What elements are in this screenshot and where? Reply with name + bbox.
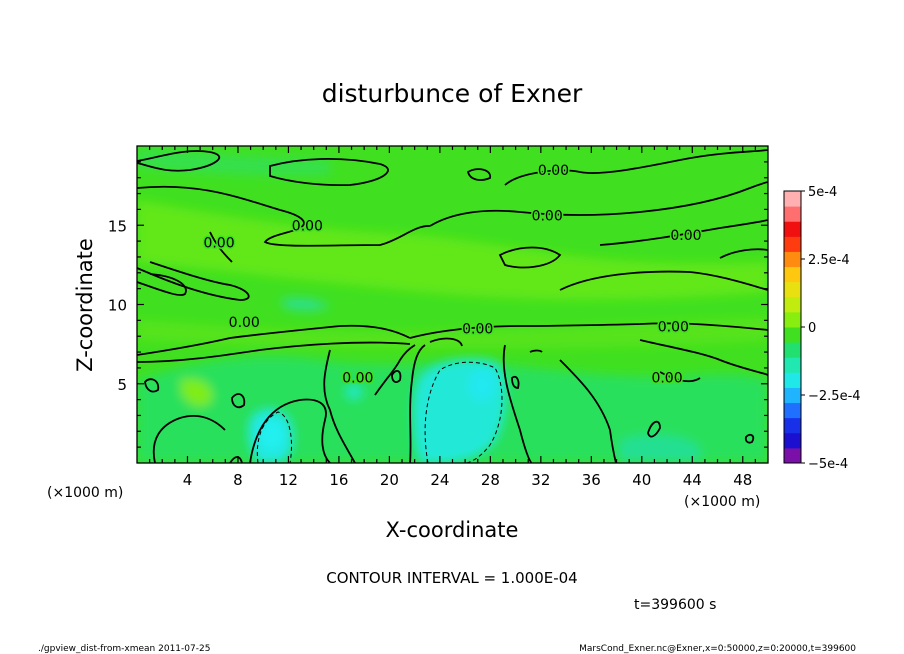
contour-label: 0.00	[670, 228, 701, 244]
y-tick-label: 15	[108, 217, 127, 235]
colorbar-label: 0	[808, 321, 816, 336]
x-tick-label: 4	[183, 471, 193, 489]
footer-left: ./gpview_dist-from-xmean 2011-07-25	[38, 644, 210, 654]
contour-labels: 0.00 0.00 0.00 0.00 0.00 0.00 0.00 0.00 0.00 0.00	[202, 161, 703, 388]
x-axis-label: X-coordinate	[386, 518, 519, 542]
cyan-minima	[248, 359, 507, 463]
contour-label: 0.00	[229, 315, 260, 331]
y-tick-label: 5	[117, 376, 127, 394]
x-tick-label: 48	[733, 471, 752, 489]
x-tick-label: 12	[279, 471, 298, 489]
colorbar-swatch	[784, 191, 801, 207]
y-axis-label: Z-coordinate	[73, 238, 97, 372]
contour-label: 0.00	[532, 209, 563, 225]
colorbar-swatch	[784, 387, 801, 404]
colorbar-swatch	[784, 221, 801, 237]
footer-right: MarsCond_Exner.nc@Exner,x=0:50000,z=0:20…	[579, 644, 856, 654]
contour-label: 0.00	[658, 320, 689, 336]
x-unit-right: (×1000 m)	[684, 494, 760, 510]
negative-contours	[256, 361, 503, 463]
colorbar: 5e-4 2.5e-4 0 −2.5e-4 −5e-4	[783, 185, 861, 472]
x-tick-label: 32	[531, 471, 550, 489]
colorbar-swatch	[784, 206, 801, 222]
x-tick-label: 36	[582, 471, 601, 489]
colorbar-swatch	[784, 327, 801, 343]
colorbar-swatch	[784, 296, 801, 313]
colorbar-label: 2.5e-4	[808, 253, 850, 268]
x-tick-label: 40	[632, 471, 651, 489]
x-tick-label: 24	[430, 471, 449, 489]
colorbar-swatch	[784, 372, 801, 388]
colorbar-swatch	[784, 402, 801, 419]
contour-label: 0.00	[538, 163, 569, 179]
x-tick-label: 44	[683, 471, 702, 489]
time-label: t=399600 s	[634, 597, 716, 613]
x-tick-label: 20	[380, 471, 399, 489]
contour-label: 0.00	[203, 236, 234, 252]
colorbar-swatch	[784, 432, 801, 449]
contour-lines	[137, 149, 768, 463]
x-axis: 4 8 12 16 20 24 28 32 36 40 44 48	[149, 146, 756, 489]
contour-label: 0.00	[292, 218, 323, 234]
colorbar-label: −5e-4	[808, 457, 848, 472]
x-unit-left: (×1000 m)	[47, 485, 123, 501]
colorbar-swatch	[784, 417, 801, 434]
colorbar-swatch	[784, 266, 801, 283]
colorbar-swatch	[784, 281, 801, 298]
y-tick-label: 10	[108, 297, 127, 315]
plot-area	[137, 146, 768, 463]
contour-label: 0.00	[342, 370, 373, 386]
colorbar-swatch	[784, 447, 801, 464]
contour-label: 0.00	[651, 370, 682, 386]
x-tick-label: 8	[233, 471, 243, 489]
contour-label: 0.00	[462, 321, 493, 337]
contour-interval: CONTOUR INTERVAL = 1.000E-04	[326, 569, 577, 587]
colorbar-swatch	[784, 311, 801, 328]
x-tick-label: 28	[481, 471, 500, 489]
colorbar-swatch	[784, 342, 801, 358]
colorbar-swatch	[784, 357, 801, 373]
x-tick-label: 16	[329, 471, 348, 489]
colorbar-label: −2.5e-4	[808, 389, 861, 404]
colorbar-swatch	[784, 236, 801, 252]
chart-title: disturbunce of Exner	[322, 79, 583, 108]
colorbar-swatch	[784, 251, 801, 268]
y-axis: 5 10 15	[108, 161, 768, 448]
colorbar-label: 5e-4	[808, 185, 837, 200]
